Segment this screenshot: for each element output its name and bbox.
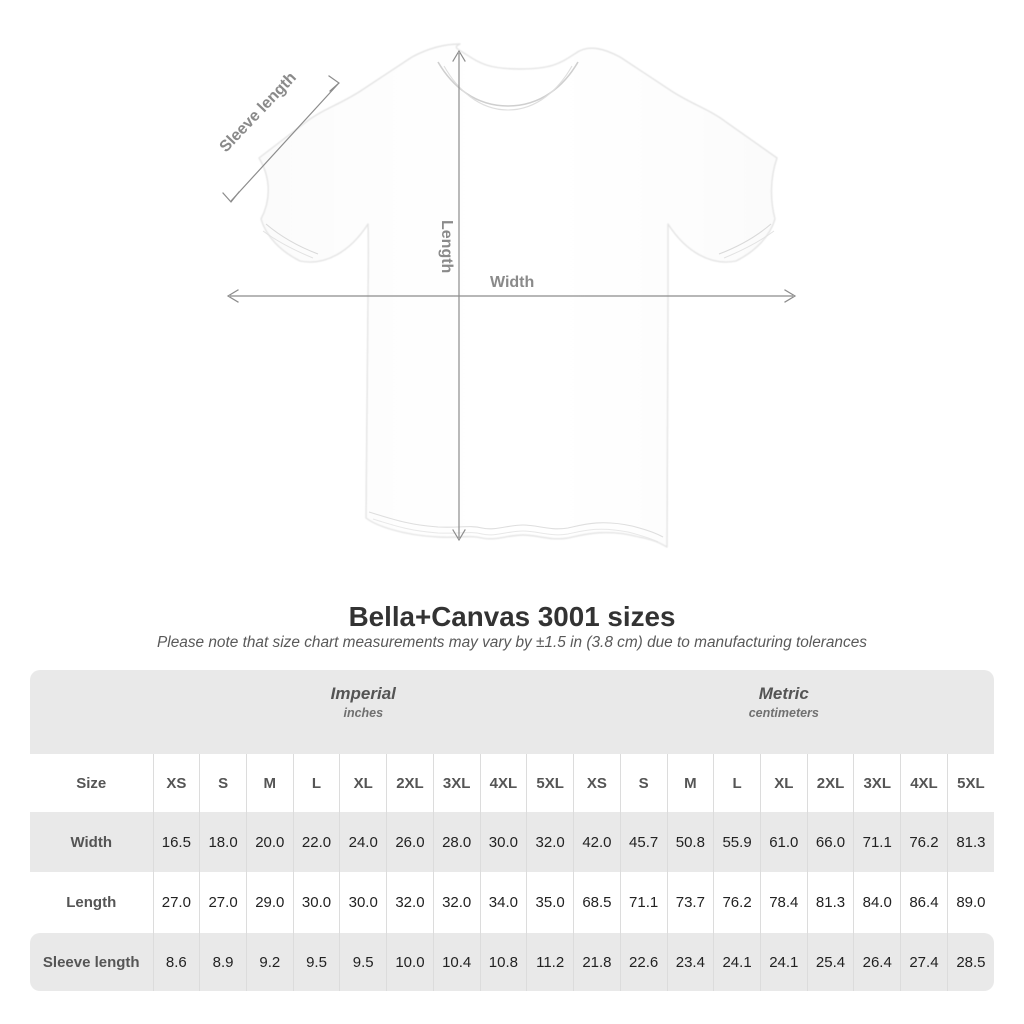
svg-text:Width: Width (490, 274, 534, 291)
svg-text:Length: Length (438, 220, 455, 273)
